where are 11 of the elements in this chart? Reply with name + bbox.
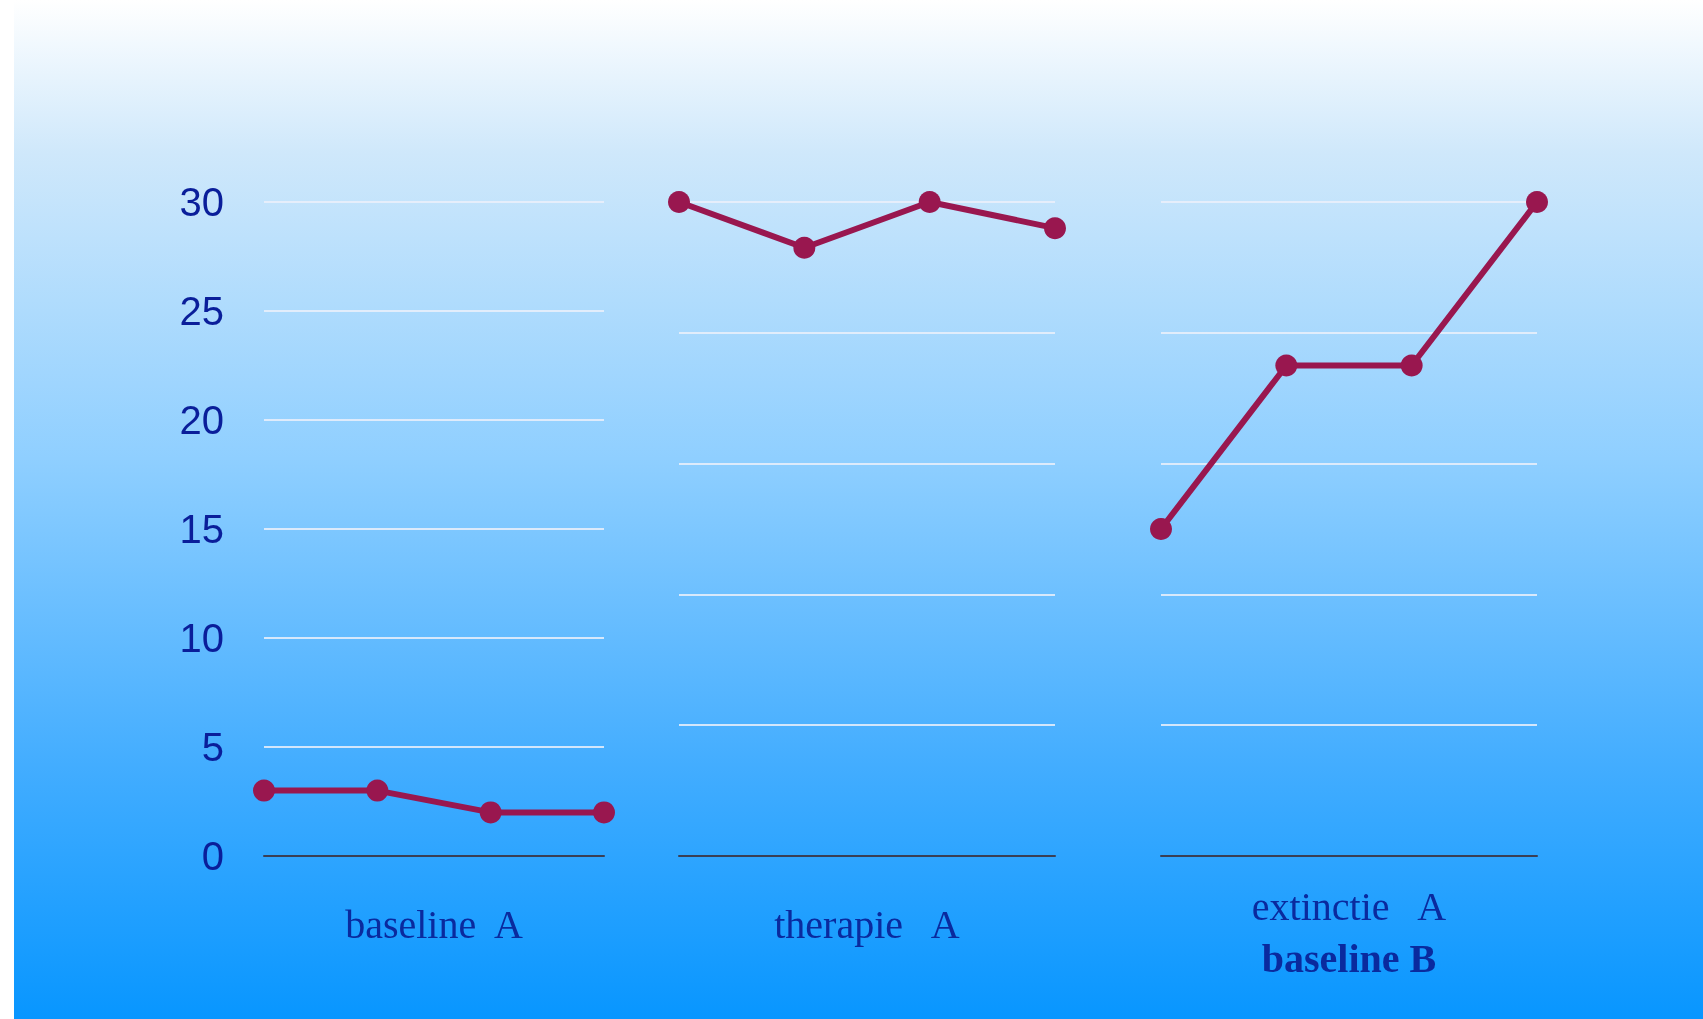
text: baseline B — [1261, 935, 1437, 981]
x-axis-title: baseline A — [345, 901, 523, 947]
y-tick-label: 0 — [201, 834, 224, 878]
y-tick-label: 10 — [179, 616, 224, 660]
x-axis-title: extinctie A — [1251, 883, 1447, 929]
y-tick-label: 15 — [179, 507, 224, 551]
y-tick-label: 5 — [201, 725, 224, 769]
y-tick-label: 25 — [179, 289, 224, 333]
y-tick-label: 30 — [179, 180, 224, 224]
x-axis-title: therapie A — [774, 901, 960, 947]
y-tick-label: 20 — [179, 398, 224, 442]
